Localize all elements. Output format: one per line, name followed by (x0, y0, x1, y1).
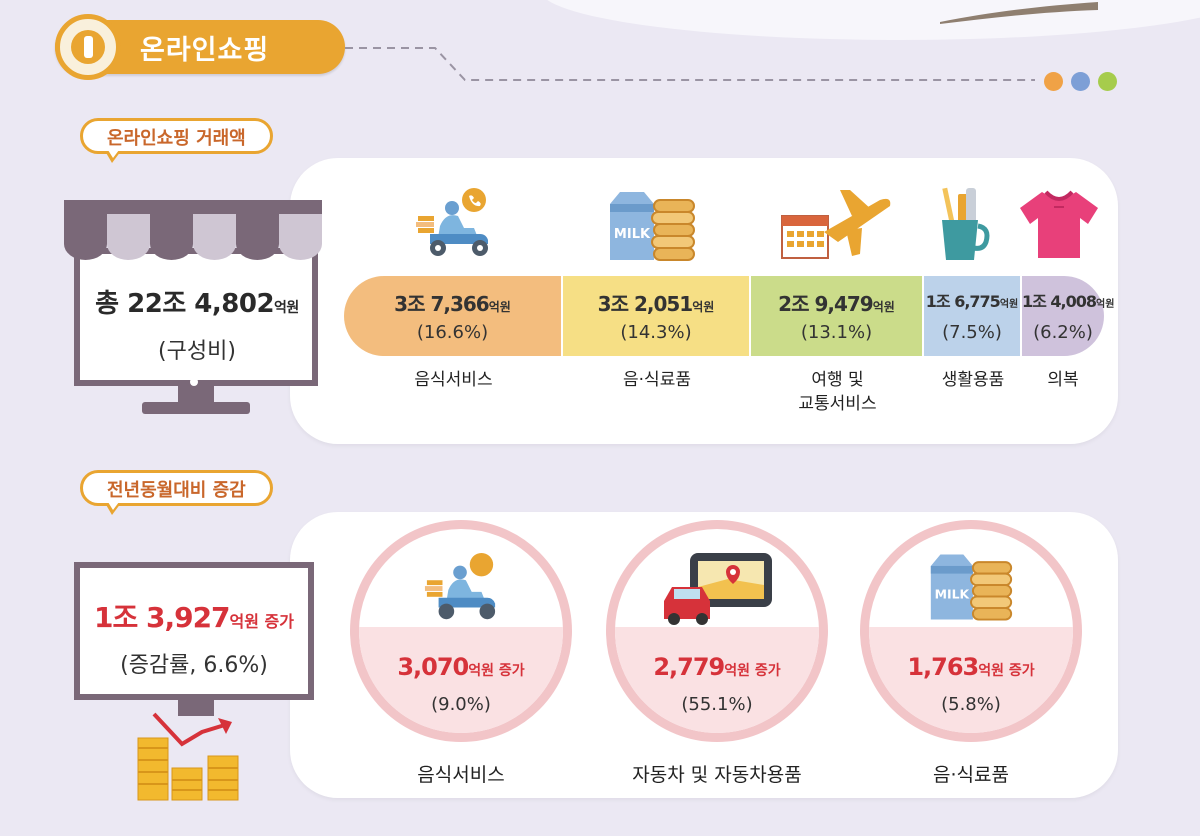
total-note: (구성비) (158, 339, 236, 364)
bar-segment-1: 3조 7,366억원 (16.6%) (344, 276, 563, 356)
segment-value-label: 3조 7,366억원 (394, 292, 511, 316)
bar-segment-5: 1조 4,008억원 (6.2%) (1022, 276, 1115, 356)
coins-chart-icon (137, 712, 239, 801)
category-label: 여행 및 교통서비스 (798, 370, 877, 414)
toothbrush-cup-icon (942, 187, 990, 260)
yoy-growth-pct: (55.1%) (681, 694, 753, 715)
milk-bread-icon: MILK (930, 554, 1013, 621)
segment-value-label: 3조 2,051억원 (597, 292, 715, 316)
bar-segment-3: 2조 9,479억원 (13.1%) (751, 276, 924, 356)
yoy-increase-value: 2,779억원 증가 (653, 653, 781, 681)
svg-text:MILK: MILK (935, 586, 970, 601)
tshirt-icon (1020, 190, 1098, 258)
section-label-transactions: 온라인쇼핑 거래액 (80, 118, 273, 163)
page-title: 온라인쇼핑 (140, 35, 270, 66)
yoy-total-increase: 1조 3,927억원 증가 (93, 601, 294, 634)
monitor-base (142, 402, 250, 414)
bar-segment-2: 3조 2,051억원 (14.3%) (563, 276, 751, 356)
category-label: 음식서비스 (414, 370, 493, 390)
header-badge-icon (55, 14, 121, 80)
dot-blue (1071, 72, 1090, 91)
yoy-circle-3: MILK 1,763억원 증가 (5.8%) (860, 520, 1082, 742)
airplane-calendar-icon (781, 190, 891, 259)
header-dots (1044, 72, 1125, 95)
yoy-circle-1: 3,070억원 증가 (9.0%) (350, 520, 572, 742)
scooter-delivery-icon (416, 188, 488, 256)
segment-share-label: (16.6%) (416, 322, 489, 343)
top-decor-arc (540, 0, 1200, 40)
yoy-category-label: 자동차 및 자동차용품 (632, 764, 802, 786)
segment-value-label: 1조 6,775억원 (925, 292, 1019, 311)
store-awning-icon (64, 200, 322, 260)
total-amount: 총 22조 4,802억원 (95, 289, 299, 319)
segment-value-label: 2조 9,479억원 (778, 292, 895, 316)
category-label: 음·식료품 (623, 370, 691, 390)
top-decor-stroke (940, 2, 1098, 24)
yoy-increase-value: 1,763억원 증가 (907, 653, 1035, 681)
section-label-yoy: 전년동월대비 증감 (80, 470, 273, 515)
bar-segment-4: 1조 6,775억원 (7.5%) (924, 276, 1022, 356)
svg-text:MILK: MILK (614, 227, 651, 242)
scooter-delivery-icon (424, 552, 496, 620)
segment-share-label: (14.3%) (620, 322, 692, 343)
car-navigation-icon (664, 553, 772, 625)
segment-share-label: (6.2%) (1033, 322, 1093, 343)
yoy-category-label: 음식서비스 (417, 764, 505, 786)
milk-bread-icon: MILK (610, 192, 695, 261)
section-label-text: 온라인쇼핑 거래액 (107, 128, 246, 149)
category-label: 의복 (1047, 370, 1079, 390)
category-label: 생활용품 (941, 370, 1005, 390)
header-dashed-line (345, 47, 1035, 81)
yoy-growth-pct: (5.8%) (941, 694, 1001, 715)
monitor-stand (178, 700, 214, 716)
segment-share-label: (13.1%) (800, 322, 873, 343)
yoy-growth-pct: (9.0%) (431, 694, 491, 715)
yoy-growth-rate: (증감률, 6.6%) (120, 653, 268, 678)
dot-green (1098, 72, 1117, 91)
monitor-stand (178, 386, 214, 404)
section-label-text: 전년동월대비 증감 (107, 480, 246, 501)
yoy-circle-2: 2,779억원 증가 (55.1%) (606, 520, 828, 742)
yoy-monitor (74, 562, 314, 700)
segment-value-label: 1조 4,008억원 (1022, 292, 1115, 311)
yoy-category-label: 음·식료품 (933, 764, 1009, 786)
dot-orange (1044, 72, 1063, 91)
yoy-increase-value: 3,070억원 증가 (397, 653, 525, 681)
segment-share-label: (7.5%) (942, 322, 1002, 343)
